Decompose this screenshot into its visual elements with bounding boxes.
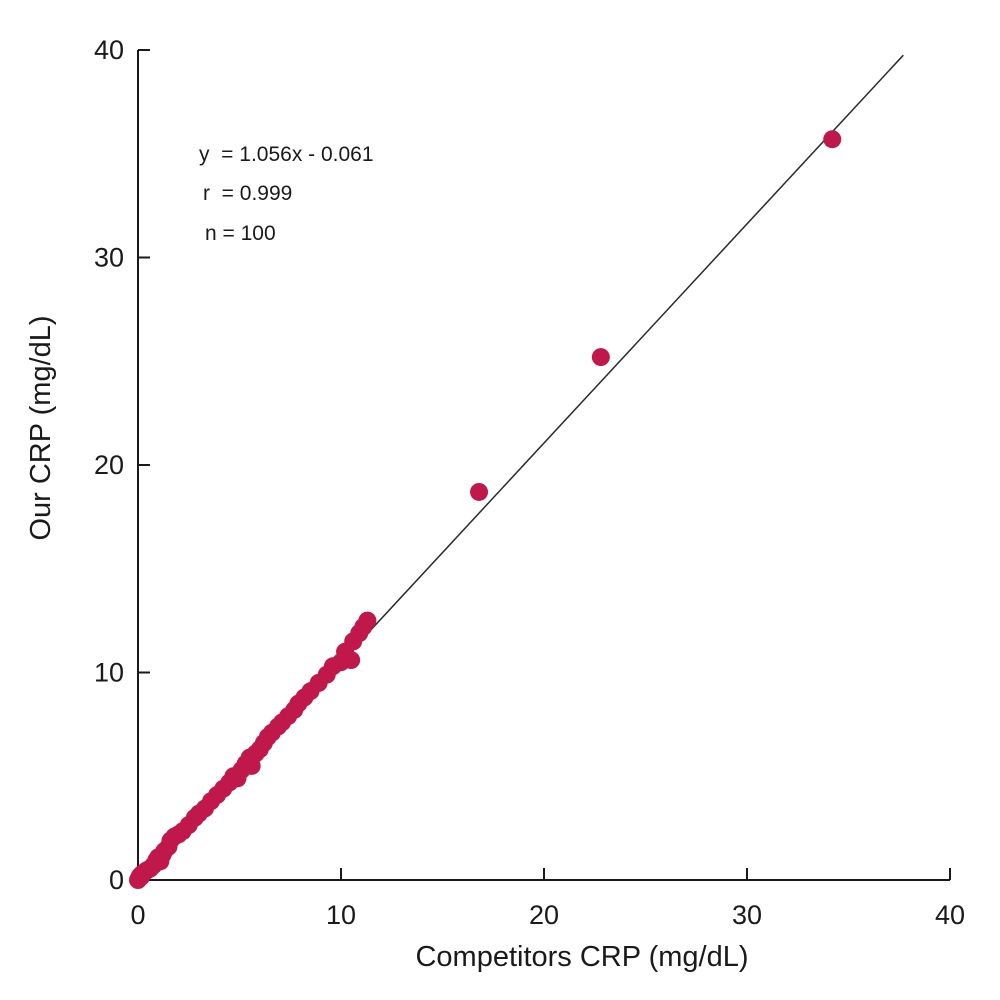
correlation-coefficient: r = 0.999 — [203, 182, 292, 205]
x-axis-title: Competitors CRP (mg/dL) — [415, 941, 748, 973]
tick-labels: 0 10 20 30 40 0 10 20 30 40 — [94, 35, 965, 930]
x-tick-label: 30 — [732, 900, 762, 930]
sample-size: n = 100 — [205, 222, 276, 245]
y-tick-label: 0 — [109, 865, 124, 895]
x-tick-label: 40 — [935, 900, 965, 930]
x-tick-label: 0 — [130, 900, 145, 930]
y-tick-label: 40 — [94, 35, 124, 65]
data-point — [470, 482, 489, 501]
x-tick-label: 20 — [529, 900, 559, 930]
x-tick-label: 10 — [326, 900, 356, 930]
data-point — [358, 611, 377, 630]
data-point — [823, 130, 842, 149]
y-tick-label: 30 — [94, 243, 124, 273]
y-axis-title: Our CRP (mg/dL) — [25, 315, 57, 540]
regression-equation: y = 1.056x - 0.061 — [199, 143, 374, 166]
data-points — [129, 130, 842, 889]
y-tick-label: 20 — [94, 450, 124, 480]
data-point — [591, 348, 610, 367]
data-point — [342, 651, 361, 670]
y-tick-label: 10 — [94, 658, 124, 688]
